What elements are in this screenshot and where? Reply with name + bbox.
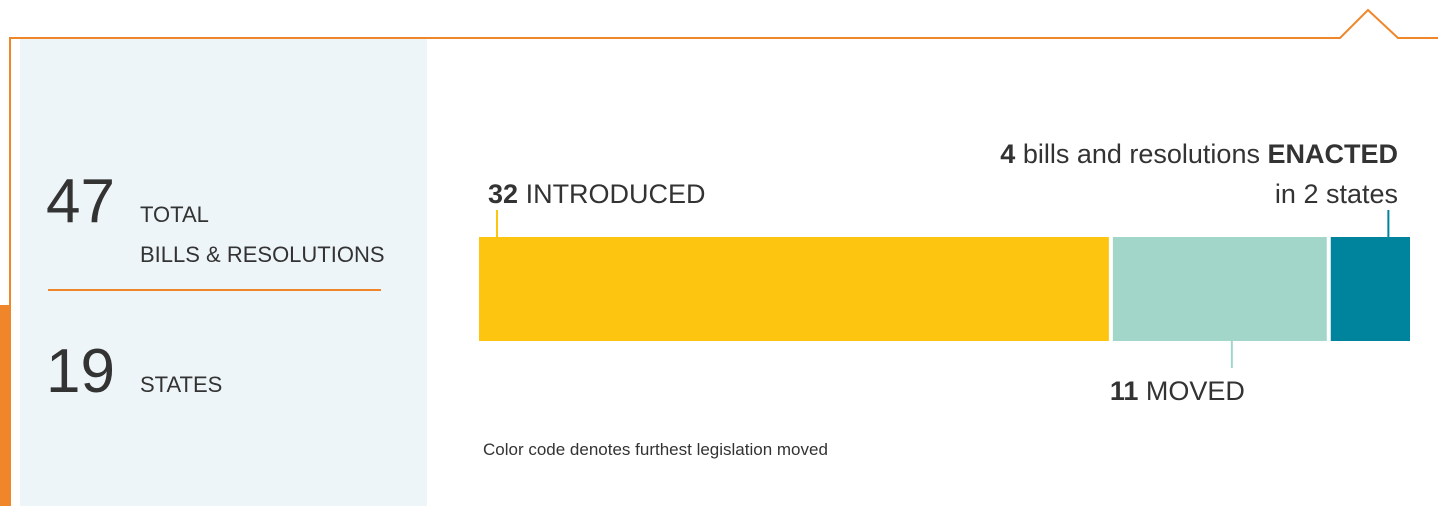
stat-label: STATES	[140, 372, 222, 397]
stacked-bar: 32 INTRODUCED 11 MOVED 4 bills and resol…	[479, 139, 1410, 406]
bar-segment	[1112, 237, 1327, 341]
accent-bar	[0, 305, 10, 506]
bar-segment	[479, 237, 1109, 341]
stat-value: 19	[46, 337, 115, 406]
stat-label: TOTAL	[140, 202, 209, 227]
label-part: MOVED	[1146, 376, 1245, 406]
segment-label: 4 bills and resolutions ENACTED	[1000, 139, 1398, 169]
segment-note: in 2 states	[1275, 179, 1398, 209]
label-part: 11	[1110, 376, 1139, 406]
label-part: 32	[488, 179, 518, 209]
stats-panel	[20, 39, 427, 506]
label-part: INTRODUCED	[526, 179, 706, 209]
segment-label: 32 INTRODUCED	[488, 179, 706, 209]
label-part: 4	[1000, 139, 1015, 169]
frame-line	[9, 8, 1438, 506]
label-part: ENACTED	[1267, 139, 1398, 169]
bar-segment	[1330, 237, 1410, 341]
label-part: bills and resolutions	[1023, 139, 1260, 169]
stat-value: 47	[46, 167, 115, 236]
stat-sublabel: BILLS & RESOLUTIONS	[140, 242, 385, 267]
segment-label: 11 MOVED	[1110, 376, 1245, 406]
footnote: Color code denotes furthest legislation …	[483, 440, 828, 459]
